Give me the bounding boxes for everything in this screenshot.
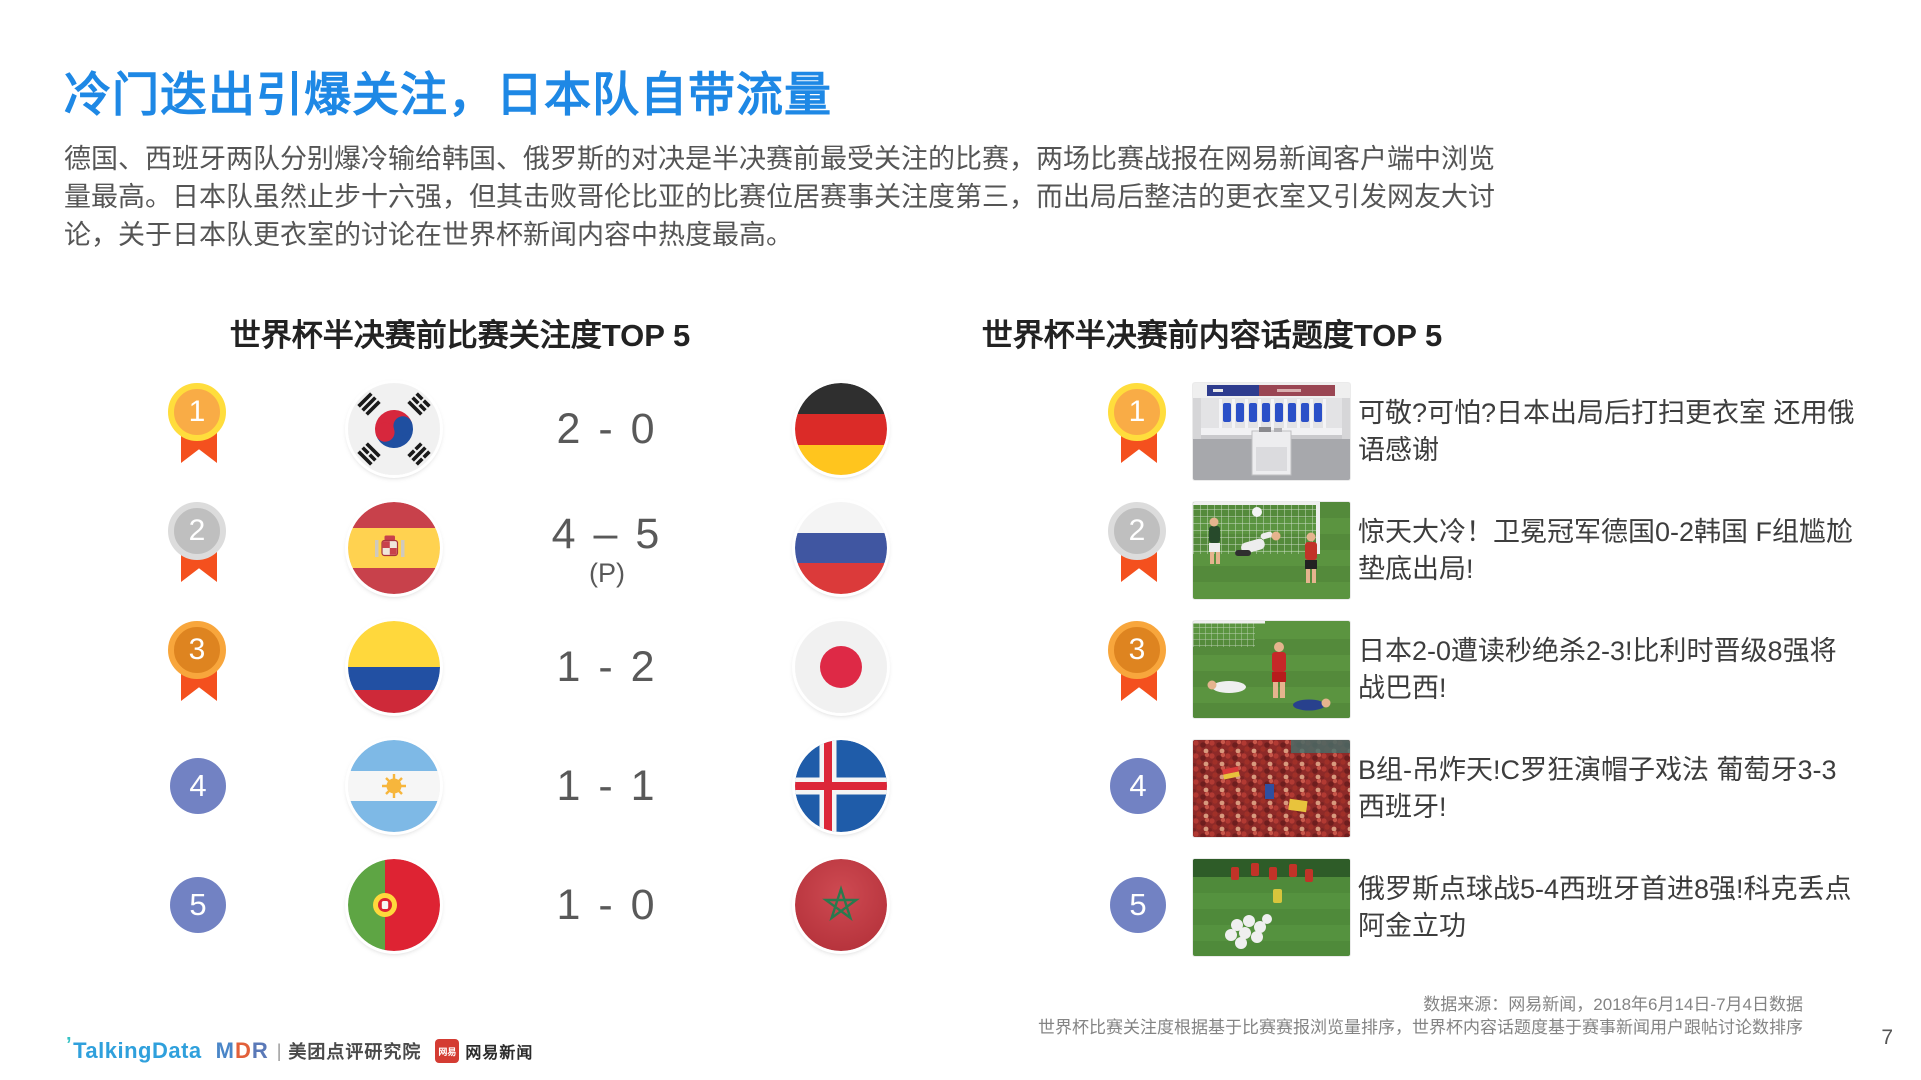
netease-news-logo: 网易 网易新闻 <box>435 1039 533 1063</box>
match-row: 5 1 - 0 <box>150 859 950 959</box>
score-block: 1 - 1 <box>502 740 712 832</box>
topic-row: 1 可敬?可怕?日本出局后打扫更衣室 还用俄语 <box>1100 383 1880 483</box>
meituan-dianping-research-logo: M D R | 美团点评研究院 <box>216 1038 422 1064</box>
portugal-flag-icon <box>348 859 440 951</box>
iceland-flag-icon <box>795 740 887 832</box>
topic-row: 5 俄罗斯点球战5-4西班牙首进8强!科克丢点阿金立功 <box>1100 859 1880 959</box>
methodology-line: 世界杯比赛关注度根据基于比赛赛报浏览量排序，世界杯内容话题度基于赛事新闻用户跟帖… <box>1038 1018 1803 1037</box>
mdr-letter-m: M <box>215 1038 235 1063</box>
score-block: 1 - 2 <box>502 621 712 713</box>
score-block: 4 – 5 (P) <box>502 502 712 594</box>
netease-badge-icon: 网易 <box>435 1039 460 1063</box>
argentina-flag-icon <box>348 740 440 832</box>
topic-headline: B组-吊炸天!C罗狂演帽子戏法 葡萄牙3-3西班牙! <box>1358 754 1837 822</box>
rank-4-badge: 4 <box>1110 758 1166 814</box>
morocco-flag-icon <box>795 859 887 951</box>
match-score: 1 - 1 <box>556 761 658 810</box>
rank-number: 2 <box>1108 502 1166 560</box>
rank-number: 3 <box>1108 621 1166 679</box>
colombia-flag-icon <box>348 621 440 713</box>
rank-5-badge: 5 <box>170 877 226 933</box>
goal-scene-photo <box>1193 502 1350 599</box>
germany-flag-icon <box>795 383 887 475</box>
rank-number: 1 <box>1108 383 1166 441</box>
talkingdata-wordmark: TalkingData <box>73 1038 202 1063</box>
page-title: 冷门迭出引爆关注，日本队自带流量 <box>64 68 832 121</box>
topic-headline: 惊天大冷！卫冕冠军德国0-2韩国 F组尴尬垫底出局! <box>1358 516 1854 584</box>
right-panel-heading: 世界杯半决赛前内容话题度TOP 5 <box>981 318 1443 353</box>
score-note: (P) <box>589 557 625 588</box>
mdr-letter-r: R <box>251 1038 269 1063</box>
rank-2-medal-icon: 2 <box>168 502 230 588</box>
talkingdata-tick-icon: ’ <box>66 1034 73 1056</box>
match-row: 3 1 - 2 <box>150 621 950 721</box>
rank-2-medal-icon: 2 <box>1108 502 1170 588</box>
logo-divider: | <box>276 1040 283 1061</box>
match-score: 1 - 2 <box>556 642 658 691</box>
match-row: 2 4 – 5 (P) <box>150 502 950 602</box>
match-row: 1 2 - 0 <box>150 383 950 483</box>
pitch-players-photo <box>1193 621 1350 718</box>
topic-headline: 日本2-0遭读秒绝杀2-3!比利时晋级8强将战巴西! <box>1358 635 1837 703</box>
team-celebration-photo <box>1193 859 1350 956</box>
topic-row: 3 日本2-0遭读秒绝杀2-3!比利时晋级 <box>1100 621 1880 721</box>
japan-flag-icon <box>795 621 887 713</box>
spain-flag-icon <box>348 502 440 594</box>
score-block: 2 - 0 <box>502 383 712 475</box>
page-number: 7 <box>1881 1026 1893 1049</box>
rank-5-badge: 5 <box>1110 877 1166 933</box>
topic-headline: 俄罗斯点球战5-4西班牙首进8强!科克丢点阿金立功 <box>1358 873 1852 941</box>
netease-news-name: 网易新闻 <box>465 1045 534 1062</box>
match-score: 2 - 0 <box>556 404 658 453</box>
match-score: 1 - 0 <box>556 880 658 929</box>
rank-number: 1 <box>168 383 226 441</box>
south-korea-flag-icon <box>348 383 440 475</box>
mdr-letter-d: D <box>234 1038 252 1063</box>
data-source-line: 数据来源：网易新闻，2018年6月14日-7月4日数据 <box>1423 995 1803 1014</box>
rank-4-badge: 4 <box>170 758 226 814</box>
left-panel-heading: 世界杯半决赛前比赛关注度TOP 5 <box>229 318 691 353</box>
rank-3-medal-icon: 3 <box>1108 621 1170 707</box>
score-block: 1 - 0 <box>502 859 712 951</box>
topic-headline: 可敬?可怕?日本出局后打扫更衣室 还用俄语感谢 <box>1358 397 1855 465</box>
locker-room-photo <box>1193 383 1350 480</box>
rank-3-medal-icon: 3 <box>168 621 230 707</box>
meituan-research-name: 美团点评研究院 <box>288 1042 422 1062</box>
topic-row: 4 B组-吊炸天!C罗狂演帽子戏法 葡萄牙3-3西班牙! <box>1100 740 1880 840</box>
rank-1-medal-icon: 1 <box>168 383 230 469</box>
topic-row: 2 <box>1100 502 1880 602</box>
rank-number: 3 <box>168 621 226 679</box>
match-row: 4 1 - 1 <box>150 740 950 840</box>
match-score: 4 – 5 <box>551 509 663 558</box>
red-fans-crowd-photo <box>1193 740 1350 837</box>
rank-number: 2 <box>168 502 226 560</box>
intro-paragraph: 德国、西班牙两队分别爆冷输给韩国、俄罗斯的对决是半决赛前最受关注的比赛，两场比赛… <box>64 144 1495 250</box>
russia-flag-icon <box>795 502 887 594</box>
brand-bar: ’ TalkingData M D R | 美团点评研究院 网易 网易新闻 <box>66 1034 533 1064</box>
talkingdata-logo: ’ TalkingData <box>66 1034 202 1064</box>
rank-1-medal-icon: 1 <box>1108 383 1170 469</box>
